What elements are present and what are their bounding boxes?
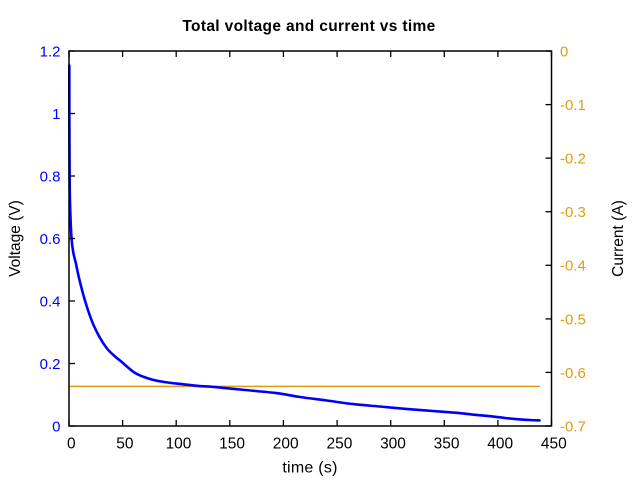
svg-text:0.8: 0.8 [40,168,61,185]
svg-text:200: 200 [273,436,299,453]
svg-text:Voltage (V): Voltage (V) [7,200,24,277]
svg-text:1: 1 [52,106,60,123]
svg-text:-0.2: -0.2 [560,151,586,168]
svg-text:0.4: 0.4 [40,293,61,310]
svg-text:450: 450 [541,436,567,453]
svg-text:400: 400 [487,436,513,453]
svg-text:50: 50 [116,436,134,453]
svg-text:0.6: 0.6 [40,231,61,248]
svg-text:Current (A): Current (A) [610,200,627,277]
svg-text:-0.7: -0.7 [560,418,586,435]
svg-text:-0.1: -0.1 [560,97,586,114]
svg-text:time (s): time (s) [282,460,337,477]
svg-text:-0.4: -0.4 [560,258,586,275]
svg-text:-0.6: -0.6 [560,365,586,382]
svg-text:-0.5: -0.5 [560,311,586,328]
svg-text:150: 150 [219,436,245,453]
svg-text:0: 0 [52,418,60,435]
svg-text:350: 350 [434,436,460,453]
svg-text:0: 0 [560,43,568,60]
svg-text:300: 300 [380,436,406,453]
svg-text:0.2: 0.2 [40,356,61,373]
svg-text:250: 250 [326,436,352,453]
svg-text:1.2: 1.2 [40,43,61,60]
svg-text:Total voltage and current vs t: Total voltage and current vs time [182,18,435,35]
svg-text:100: 100 [166,436,192,453]
svg-text:-0.3: -0.3 [560,204,586,221]
svg-text:0: 0 [67,436,76,453]
